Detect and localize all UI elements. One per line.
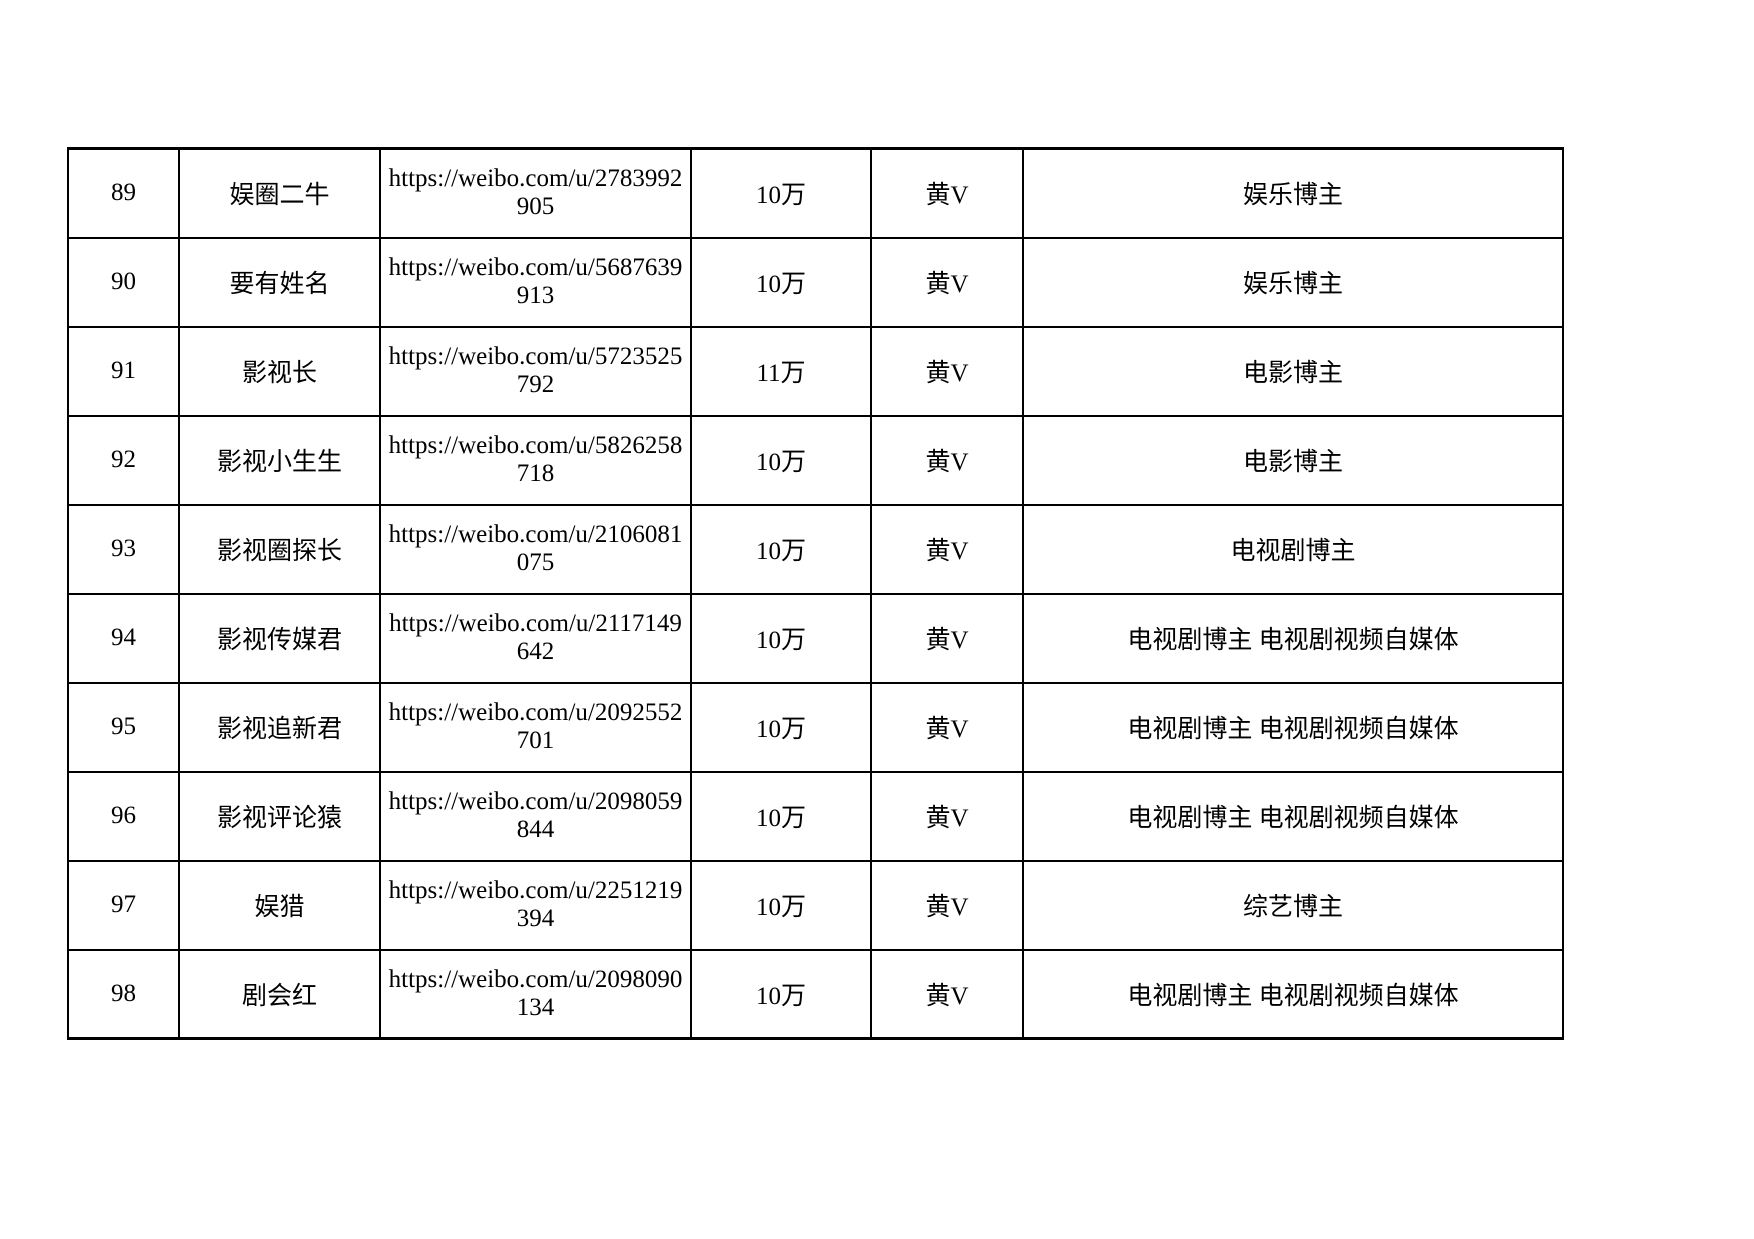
cell-category: 电影博主 xyxy=(1022,414,1564,506)
cell-account-name: 影视追新君 xyxy=(178,681,381,773)
cell-account-name: 娱圈二牛 xyxy=(178,147,381,239)
table-row: 91 影视长 https://weibo.com/u/5723525792 11… xyxy=(67,325,1564,417)
cell-category: 娱乐博主 xyxy=(1022,147,1564,239)
table-body: 89 娱圈二牛 https://weibo.com/u/2783992905 1… xyxy=(67,147,1564,1040)
cell-verification: 黄V xyxy=(870,147,1024,239)
cell-row-number: 96 xyxy=(67,770,180,862)
cell-account-name: 影视小生生 xyxy=(178,414,381,506)
cell-account-url: https://weibo.com/u/5826258718 xyxy=(379,414,692,506)
table-row: 98 剧会红 https://weibo.com/u/2098090134 10… xyxy=(67,948,1564,1040)
cell-followers: 10万 xyxy=(690,770,872,862)
cell-row-number: 91 xyxy=(67,325,180,417)
cell-category: 电视剧博主 电视剧视频自媒体 xyxy=(1022,592,1564,684)
cell-followers: 10万 xyxy=(690,681,872,773)
cell-row-number: 97 xyxy=(67,859,180,951)
cell-row-number: 94 xyxy=(67,592,180,684)
cell-account-name: 要有姓名 xyxy=(178,236,381,328)
table-row: 97 娱猎 https://weibo.com/u/2251219394 10万… xyxy=(67,859,1564,951)
cell-account-url: https://weibo.com/u/2251219394 xyxy=(379,859,692,951)
cell-followers: 10万 xyxy=(690,414,872,506)
table-row: 93 影视圈探长 https://weibo.com/u/2106081075 … xyxy=(67,503,1564,595)
cell-verification: 黄V xyxy=(870,770,1024,862)
cell-row-number: 90 xyxy=(67,236,180,328)
cell-account-url: https://weibo.com/u/2098090134 xyxy=(379,948,692,1040)
cell-category: 综艺博主 xyxy=(1022,859,1564,951)
cell-verification: 黄V xyxy=(870,859,1024,951)
cell-account-url: https://weibo.com/u/2092552701 xyxy=(379,681,692,773)
cell-account-name: 影视长 xyxy=(178,325,381,417)
cell-verification: 黄V xyxy=(870,236,1024,328)
cell-row-number: 93 xyxy=(67,503,180,595)
cell-followers: 10万 xyxy=(690,592,872,684)
table-row: 94 影视传媒君 https://weibo.com/u/2117149642 … xyxy=(67,592,1564,684)
cell-row-number: 95 xyxy=(67,681,180,773)
cell-account-url: https://weibo.com/u/5723525792 xyxy=(379,325,692,417)
cell-account-url: https://weibo.com/u/2117149642 xyxy=(379,592,692,684)
cell-account-url: https://weibo.com/u/5687639913 xyxy=(379,236,692,328)
cell-followers: 11万 xyxy=(690,325,872,417)
cell-verification: 黄V xyxy=(870,592,1024,684)
cell-row-number: 92 xyxy=(67,414,180,506)
cell-category: 电视剧博主 xyxy=(1022,503,1564,595)
cell-account-url: https://weibo.com/u/2783992905 xyxy=(379,147,692,239)
table-row: 95 影视追新君 https://weibo.com/u/2092552701 … xyxy=(67,681,1564,773)
cell-verification: 黄V xyxy=(870,948,1024,1040)
cell-category: 电视剧博主 电视剧视频自媒体 xyxy=(1022,681,1564,773)
table-row: 89 娱圈二牛 https://weibo.com/u/2783992905 1… xyxy=(67,147,1564,239)
cell-followers: 10万 xyxy=(690,859,872,951)
cell-followers: 10万 xyxy=(690,236,872,328)
cell-followers: 10万 xyxy=(690,503,872,595)
table-row: 96 影视评论猿 https://weibo.com/u/2098059844 … xyxy=(67,770,1564,862)
cell-account-url: https://weibo.com/u/2098059844 xyxy=(379,770,692,862)
cell-account-name: 影视传媒君 xyxy=(178,592,381,684)
cell-account-name: 娱猎 xyxy=(178,859,381,951)
cell-category: 电影博主 xyxy=(1022,325,1564,417)
cell-account-name: 影视圈探长 xyxy=(178,503,381,595)
cell-category: 娱乐博主 xyxy=(1022,236,1564,328)
cell-row-number: 98 xyxy=(67,948,180,1040)
cell-verification: 黄V xyxy=(870,325,1024,417)
cell-row-number: 89 xyxy=(67,147,180,239)
table-row: 90 要有姓名 https://weibo.com/u/5687639913 1… xyxy=(67,236,1564,328)
cell-followers: 10万 xyxy=(690,147,872,239)
cell-account-name: 影视评论猿 xyxy=(178,770,381,862)
cell-verification: 黄V xyxy=(870,503,1024,595)
cell-category: 电视剧博主 电视剧视频自媒体 xyxy=(1022,770,1564,862)
cell-verification: 黄V xyxy=(870,414,1024,506)
cell-category: 电视剧博主 电视剧视频自媒体 xyxy=(1022,948,1564,1040)
cell-account-url: https://weibo.com/u/2106081075 xyxy=(379,503,692,595)
cell-account-name: 剧会红 xyxy=(178,948,381,1040)
table-row: 92 影视小生生 https://weibo.com/u/5826258718 … xyxy=(67,414,1564,506)
weibo-accounts-table: 89 娱圈二牛 https://weibo.com/u/2783992905 1… xyxy=(67,147,1564,1040)
cell-followers: 10万 xyxy=(690,948,872,1040)
cell-verification: 黄V xyxy=(870,681,1024,773)
